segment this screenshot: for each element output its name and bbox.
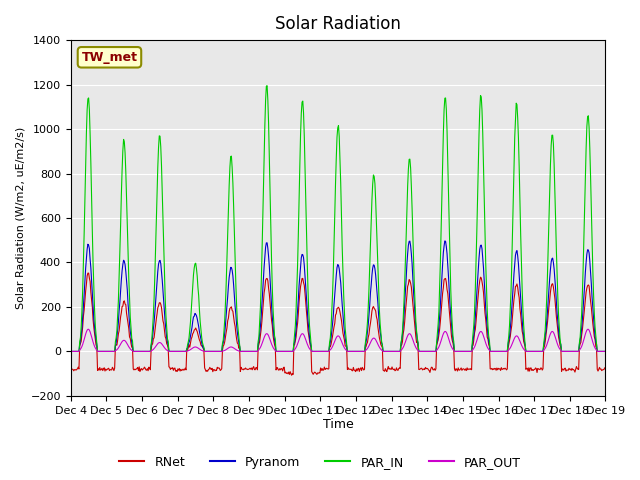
RNet [215, 365, 223, 371]
RNet [602, 366, 609, 372]
RNet [420, 366, 428, 372]
Text: TW_met: TW_met [81, 51, 138, 64]
Pyranom [186, 337, 193, 343]
PAR_OUT [187, 347, 195, 352]
PAR_IN [404, 183, 412, 189]
Pyranom [77, 337, 84, 343]
Pyranom [132, 348, 140, 354]
Pyranom [419, 348, 426, 354]
X-axis label: Time: Time [323, 419, 353, 432]
Line: Pyranom: Pyranom [71, 241, 605, 351]
RNet [404, 281, 412, 287]
Legend: RNet, Pyranom, PAR_IN, PAR_OUT: RNet, Pyranom, PAR_IN, PAR_OUT [115, 451, 525, 474]
RNet [187, 340, 195, 346]
PAR_IN [67, 348, 75, 354]
PAR_IN [263, 83, 271, 89]
RNet [67, 366, 75, 372]
PAR_IN [132, 348, 140, 354]
PAR_OUT [419, 348, 427, 354]
RNet [288, 372, 296, 378]
PAR_OUT [132, 348, 140, 354]
PAR_IN [419, 348, 427, 354]
Pyranom [67, 348, 75, 354]
PAR_OUT [602, 348, 609, 354]
PAR_OUT [77, 346, 84, 352]
Y-axis label: Solar Radiation (W/m2, uE/m2/s): Solar Radiation (W/m2, uE/m2/s) [15, 127, 25, 309]
Pyranom [602, 348, 609, 354]
Pyranom [441, 238, 449, 244]
PAR_OUT [67, 348, 75, 354]
Pyranom [403, 261, 411, 267]
PAR_OUT [404, 333, 412, 339]
PAR_IN [602, 348, 609, 354]
PAR_IN [186, 327, 193, 333]
Line: PAR_OUT: PAR_OUT [71, 329, 605, 351]
PAR_IN [214, 348, 222, 354]
PAR_IN [77, 335, 84, 340]
Line: RNet: RNet [71, 273, 605, 375]
Line: PAR_IN: PAR_IN [71, 86, 605, 351]
RNet [77, 341, 84, 347]
PAR_OUT [84, 326, 92, 332]
Pyranom [214, 348, 222, 354]
RNet [132, 366, 140, 372]
PAR_OUT [215, 348, 223, 354]
Title: Solar Radiation: Solar Radiation [275, 15, 401, 33]
RNet [84, 270, 92, 276]
